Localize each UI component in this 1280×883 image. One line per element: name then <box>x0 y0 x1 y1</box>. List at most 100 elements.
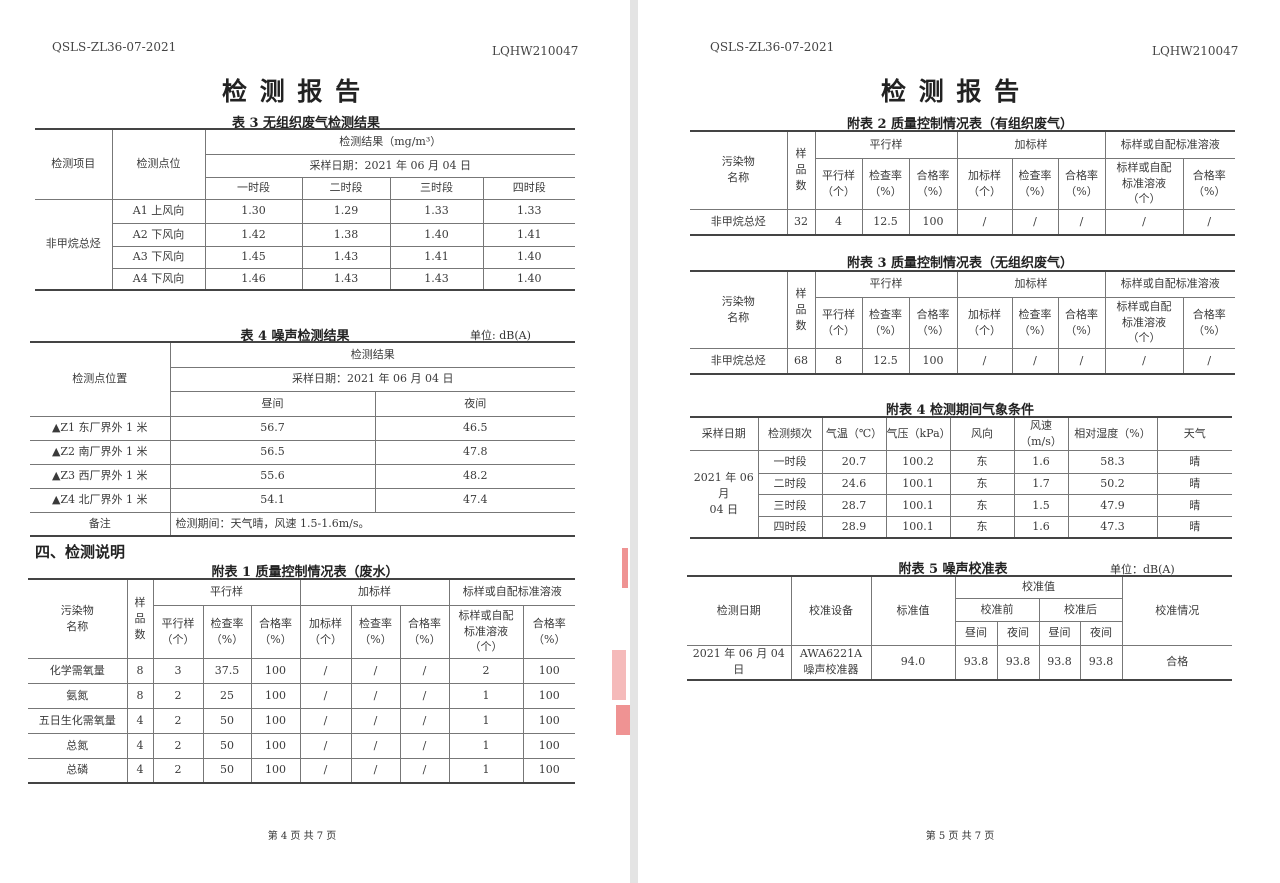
value: 1.40 <box>482 245 576 269</box>
col-rate: 检查率 （%） <box>861 296 910 349</box>
col-night: 夜间 <box>374 390 575 417</box>
col-pass: 合格率 （%） <box>1182 296 1236 349</box>
s-pass: / <box>399 732 450 759</box>
col-rate: 检查率 （%） <box>861 157 910 210</box>
col-pass: 合格率 （%） <box>1057 296 1106 349</box>
table-row: 非甲烷总烃 32 4 12.5 100// / / / <box>690 208 1236 236</box>
period: 三时段 <box>389 176 484 200</box>
count: 4 <box>126 732 154 759</box>
position: ▲Z2 南厂界外 1 米 <box>30 439 171 465</box>
temperature: 28.7 <box>821 494 887 517</box>
count: 8 <box>126 682 154 709</box>
col-pass: 合格率 （%） <box>399 604 450 659</box>
humidity: 47.9 <box>1067 494 1158 517</box>
weather-header: 采样日期 <box>690 416 759 451</box>
period: 一时段 <box>205 176 303 200</box>
sample-date: 采样日期：2021 年 06 月 04 日 <box>205 153 576 178</box>
col-night: 夜间 <box>996 620 1040 646</box>
std-value: 94.0 <box>870 644 956 681</box>
group-standard: 标样或自配标准溶液 <box>448 578 576 606</box>
std-pass: 100 <box>522 757 576 784</box>
weather-header: 天气 <box>1156 416 1232 451</box>
right-page: QSLS-ZL36-07-2021 LQHW210047 检 测 报 告 附表 … <box>638 0 1280 883</box>
value: 1.43 <box>301 245 391 269</box>
left-page: QSLS-ZL36-07-2021 LQHW210047 检 测 报 告 表 3… <box>0 0 630 883</box>
humidity: 58.3 <box>1067 449 1158 474</box>
table-row: 采样日期 检测频次 气温（℃） 气压（kPa） 风向 风速（m/s） 相对湿度（%） 天气 <box>690 416 1232 451</box>
temperature: 28.9 <box>821 515 887 539</box>
after-day: 93.8 <box>1038 644 1081 681</box>
s-rate: / <box>1011 347 1059 375</box>
std-pass: 100 <box>522 707 576 734</box>
table-row: A4 下风向 1.46 1.43 1.43 1.40 <box>35 267 576 291</box>
s-pass: / <box>399 682 450 709</box>
wind-direction: 东 <box>949 472 1015 496</box>
table3-title: 表 3 无组织废气检测结果 <box>231 116 381 131</box>
col-result: 校准情况 <box>1121 575 1232 646</box>
std-pass: 100 <box>522 682 576 709</box>
value: 1.29 <box>301 198 391 224</box>
value: 1.38 <box>301 222 391 247</box>
table-row: ▲Z4 北厂界外 1 米 54.1 47.4 <box>30 487 575 513</box>
col-p-count: 平行样 （个） <box>153 604 204 659</box>
p-rate: 25 <box>202 682 252 709</box>
report-number: LQHW210047 <box>1152 44 1239 58</box>
calib-unit: 单位：dB(A) <box>1110 563 1175 576</box>
std-pass: / <box>1182 347 1236 375</box>
value: 1.42 <box>204 222 303 247</box>
count: 68 <box>786 347 816 375</box>
col-night: 夜间 <box>1079 620 1122 646</box>
table-row: 2021 年 06 月 04 日 AWA6221A 噪声校准器 94.0 93.8 93… <box>687 644 1232 681</box>
table-row: ▲Z1 东厂界外 1 米 56.7 46.5 <box>30 415 575 441</box>
table-row: 总氮 4 2 50 100///1 100 <box>28 732 576 759</box>
p-pass: 100 <box>908 208 958 236</box>
p-pass: 100 <box>250 657 301 684</box>
period: 一时段 <box>757 449 823 474</box>
col-pass: 合格率 （%） <box>1057 157 1106 210</box>
weather-title: 附表 4 检测期间气象条件 <box>885 403 1035 418</box>
stamp-fragment <box>612 650 626 700</box>
s-pass: / <box>1057 208 1106 236</box>
table4-title: 表 4 噪声检测结果 <box>240 329 350 344</box>
group-parallel: 平行样 <box>814 130 958 159</box>
col-rate: 检查率 （%） <box>202 604 252 659</box>
page-title: 检 测 报 告 <box>881 77 1022 106</box>
col-name: 污染物 名称 <box>28 578 128 659</box>
weather-table: 采样日期 检测频次 气温（℃） 气压（kPa） 风向 风速（m/s） 相对湿度（%） 天气 20… <box>690 416 1232 539</box>
weather: 晴 <box>1156 515 1232 539</box>
stamp-fragment <box>622 548 628 588</box>
weather-header: 气温（℃） <box>821 416 887 451</box>
name: 总磷 <box>28 757 128 784</box>
col-date: 检测日期 <box>687 575 792 646</box>
col-s-count: 加标样 （个） <box>956 157 1013 210</box>
s-count: / <box>299 657 352 684</box>
p-rate: 12.5 <box>861 347 910 375</box>
doc-code: QSLS-ZL36-07-2021 <box>710 40 835 54</box>
calib-title: 附表 5 噪声校准表 <box>898 562 1008 577</box>
day: 54.1 <box>169 487 376 513</box>
s-count: / <box>299 757 352 784</box>
wind-direction: 东 <box>949 515 1015 539</box>
group-spike: 加标样 <box>956 270 1106 298</box>
s-rate: / <box>350 707 401 734</box>
col-std: 标准值 <box>870 575 956 646</box>
table4-unit: 单位: dB(A) <box>470 329 531 342</box>
table-row: ▲Z3 西厂界外 1 米 55.6 48.2 <box>30 463 575 489</box>
wind-speed: 1.5 <box>1013 494 1069 517</box>
col-name: 污染物 名称 <box>690 270 788 349</box>
std-count: 1 <box>448 682 524 709</box>
night: 46.5 <box>374 415 575 441</box>
std-count: 1 <box>448 707 524 734</box>
col-std-count: 标样或自配 标准溶液 （个） <box>1104 157 1184 210</box>
s-rate: / <box>350 732 401 759</box>
pressure: 100.1 <box>885 472 951 496</box>
count: 4 <box>126 757 154 784</box>
before-day: 93.8 <box>954 644 998 681</box>
col-day: 昼间 <box>955 620 998 646</box>
col-rate: 检查率 （%） <box>1011 296 1059 349</box>
page-footer: 第 5 页 共 7 页 <box>925 831 995 842</box>
table-row: A2 下风向 1.42 1.38 1.40 1.41 <box>35 222 576 247</box>
remark-label: 备注 <box>30 511 171 537</box>
group-spike: 加标样 <box>299 578 450 606</box>
qc2-table: 污染物 名称样 品 数平行样 加标样 标样或自配标准溶液 平行样 （个） 检查率 （%… <box>690 130 1236 236</box>
